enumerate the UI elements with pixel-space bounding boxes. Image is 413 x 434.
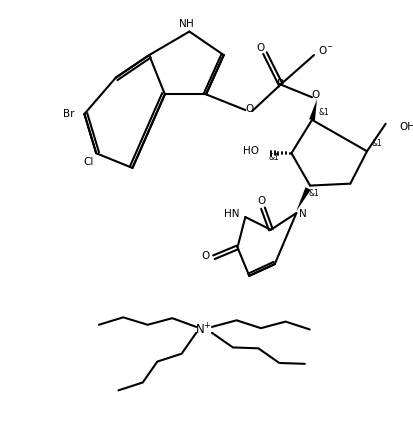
Text: O: O: [244, 104, 253, 114]
Text: &1: &1: [308, 189, 318, 198]
Text: Cl: Cl: [83, 157, 93, 167]
Text: O: O: [200, 251, 209, 261]
Polygon shape: [296, 187, 310, 211]
Text: OH: OH: [398, 122, 413, 132]
Text: Br: Br: [63, 109, 74, 119]
Text: N: N: [299, 209, 306, 219]
Text: O: O: [311, 90, 319, 100]
Text: O$^{-}$: O$^{-}$: [317, 44, 333, 56]
Text: H: H: [185, 19, 193, 29]
Text: &1: &1: [268, 153, 278, 161]
Polygon shape: [309, 99, 316, 121]
Text: O: O: [256, 196, 264, 206]
Text: HN: HN: [223, 209, 239, 219]
Text: &1: &1: [370, 139, 381, 148]
Text: &1: &1: [318, 108, 328, 118]
Text: N$^{+}$: N$^{+}$: [194, 322, 211, 338]
Text: N: N: [178, 19, 186, 29]
Text: P: P: [276, 78, 283, 91]
Text: HO: HO: [242, 146, 259, 156]
Text: O: O: [255, 43, 263, 53]
